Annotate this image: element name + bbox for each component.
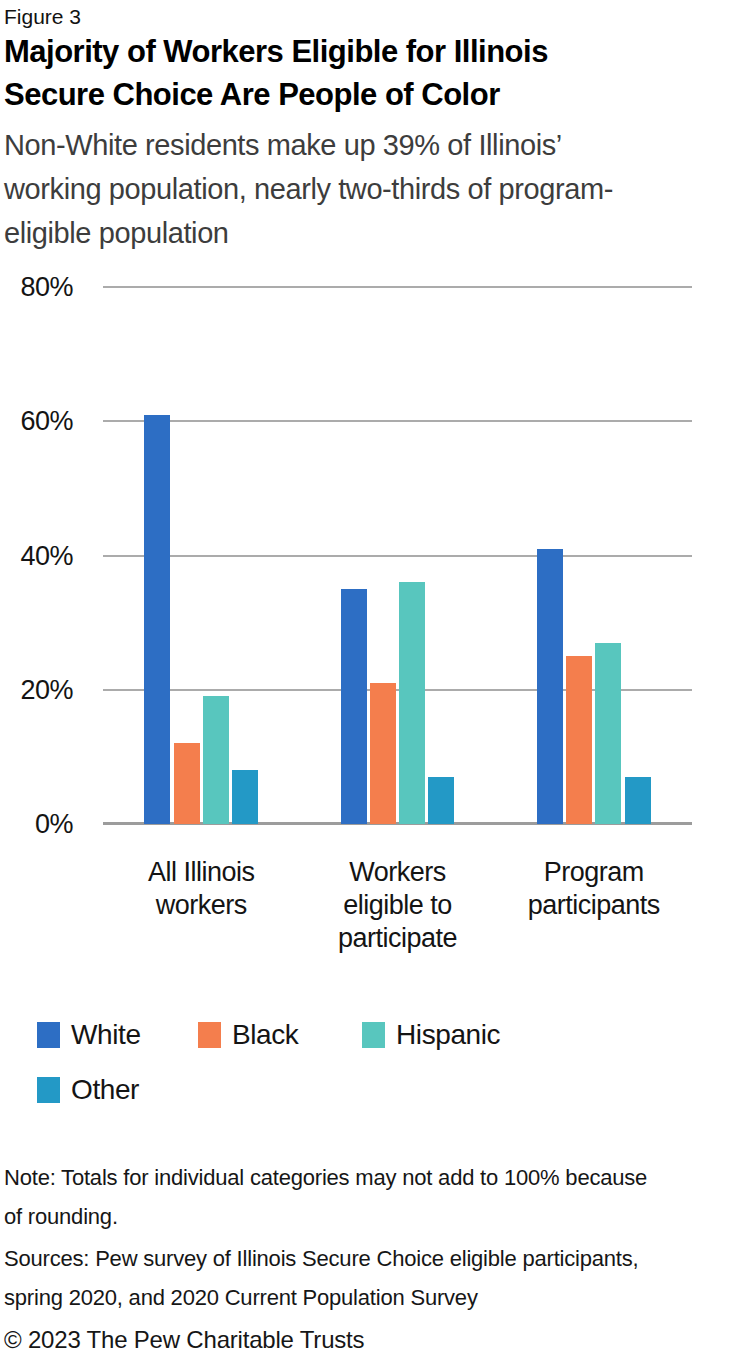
bar-other-group3 (625, 777, 651, 824)
bar-other-group1 (232, 770, 258, 824)
x-category-label: Workerseligible toparticipate (288, 856, 508, 955)
y-tick-label: 60% (0, 404, 73, 438)
y-tick-label: 40% (0, 539, 73, 573)
note-text: Note: Totals for individual categories m… (4, 1158, 647, 1236)
legend-swatch-black (198, 1022, 221, 1048)
x-category-label: All Illinoisworkers (91, 856, 311, 922)
sources-text: Sources: Pew survey of Illinois Secure C… (4, 1239, 639, 1317)
legend-swatch-other (37, 1077, 60, 1103)
plot-area (103, 287, 692, 824)
x-category-label: Programparticipants (484, 856, 704, 922)
legend-item-white: White (37, 1020, 141, 1050)
bar-black-group2 (370, 683, 396, 824)
figure-label: Figure 3 (4, 5, 81, 29)
legend-swatch-white (37, 1022, 60, 1048)
bar-white-group2 (341, 589, 367, 824)
gridline (103, 420, 692, 422)
bar-white-group3 (537, 549, 563, 824)
bar-black-group3 (566, 656, 592, 824)
chart-subtitle: Non-White residents make up 39% of Illin… (4, 123, 613, 255)
legend-item-hispanic: Hispanic (362, 1020, 500, 1050)
bar-other-group2 (428, 777, 454, 824)
bar-hispanic-group3 (595, 643, 621, 824)
legend-swatch-hispanic (362, 1022, 385, 1048)
y-tick-label: 20% (0, 673, 73, 707)
legend-label-white: White (71, 1019, 141, 1051)
legend-label-black: Black (232, 1019, 298, 1051)
legend-item-black: Black (198, 1020, 298, 1050)
y-tick-label: 80% (0, 270, 73, 304)
legend-label-hispanic: Hispanic (396, 1019, 500, 1051)
gridline (103, 555, 692, 557)
bar-hispanic-group2 (399, 582, 425, 824)
y-tick-label: 0% (0, 807, 73, 841)
legend-label-other: Other (71, 1074, 139, 1106)
bar-hispanic-group1 (203, 696, 229, 824)
chart-title: Majority of Workers Eligible for Illinoi… (4, 30, 548, 116)
figure-page: Figure 3 Majority of Workers Eligible fo… (0, 0, 732, 1358)
bar-white-group1 (144, 415, 170, 824)
copyright-text: © 2023 The Pew Charitable Trusts (4, 1320, 364, 1358)
gridline (103, 286, 692, 288)
legend-item-other: Other (37, 1075, 139, 1105)
bar-black-group1 (174, 743, 200, 824)
